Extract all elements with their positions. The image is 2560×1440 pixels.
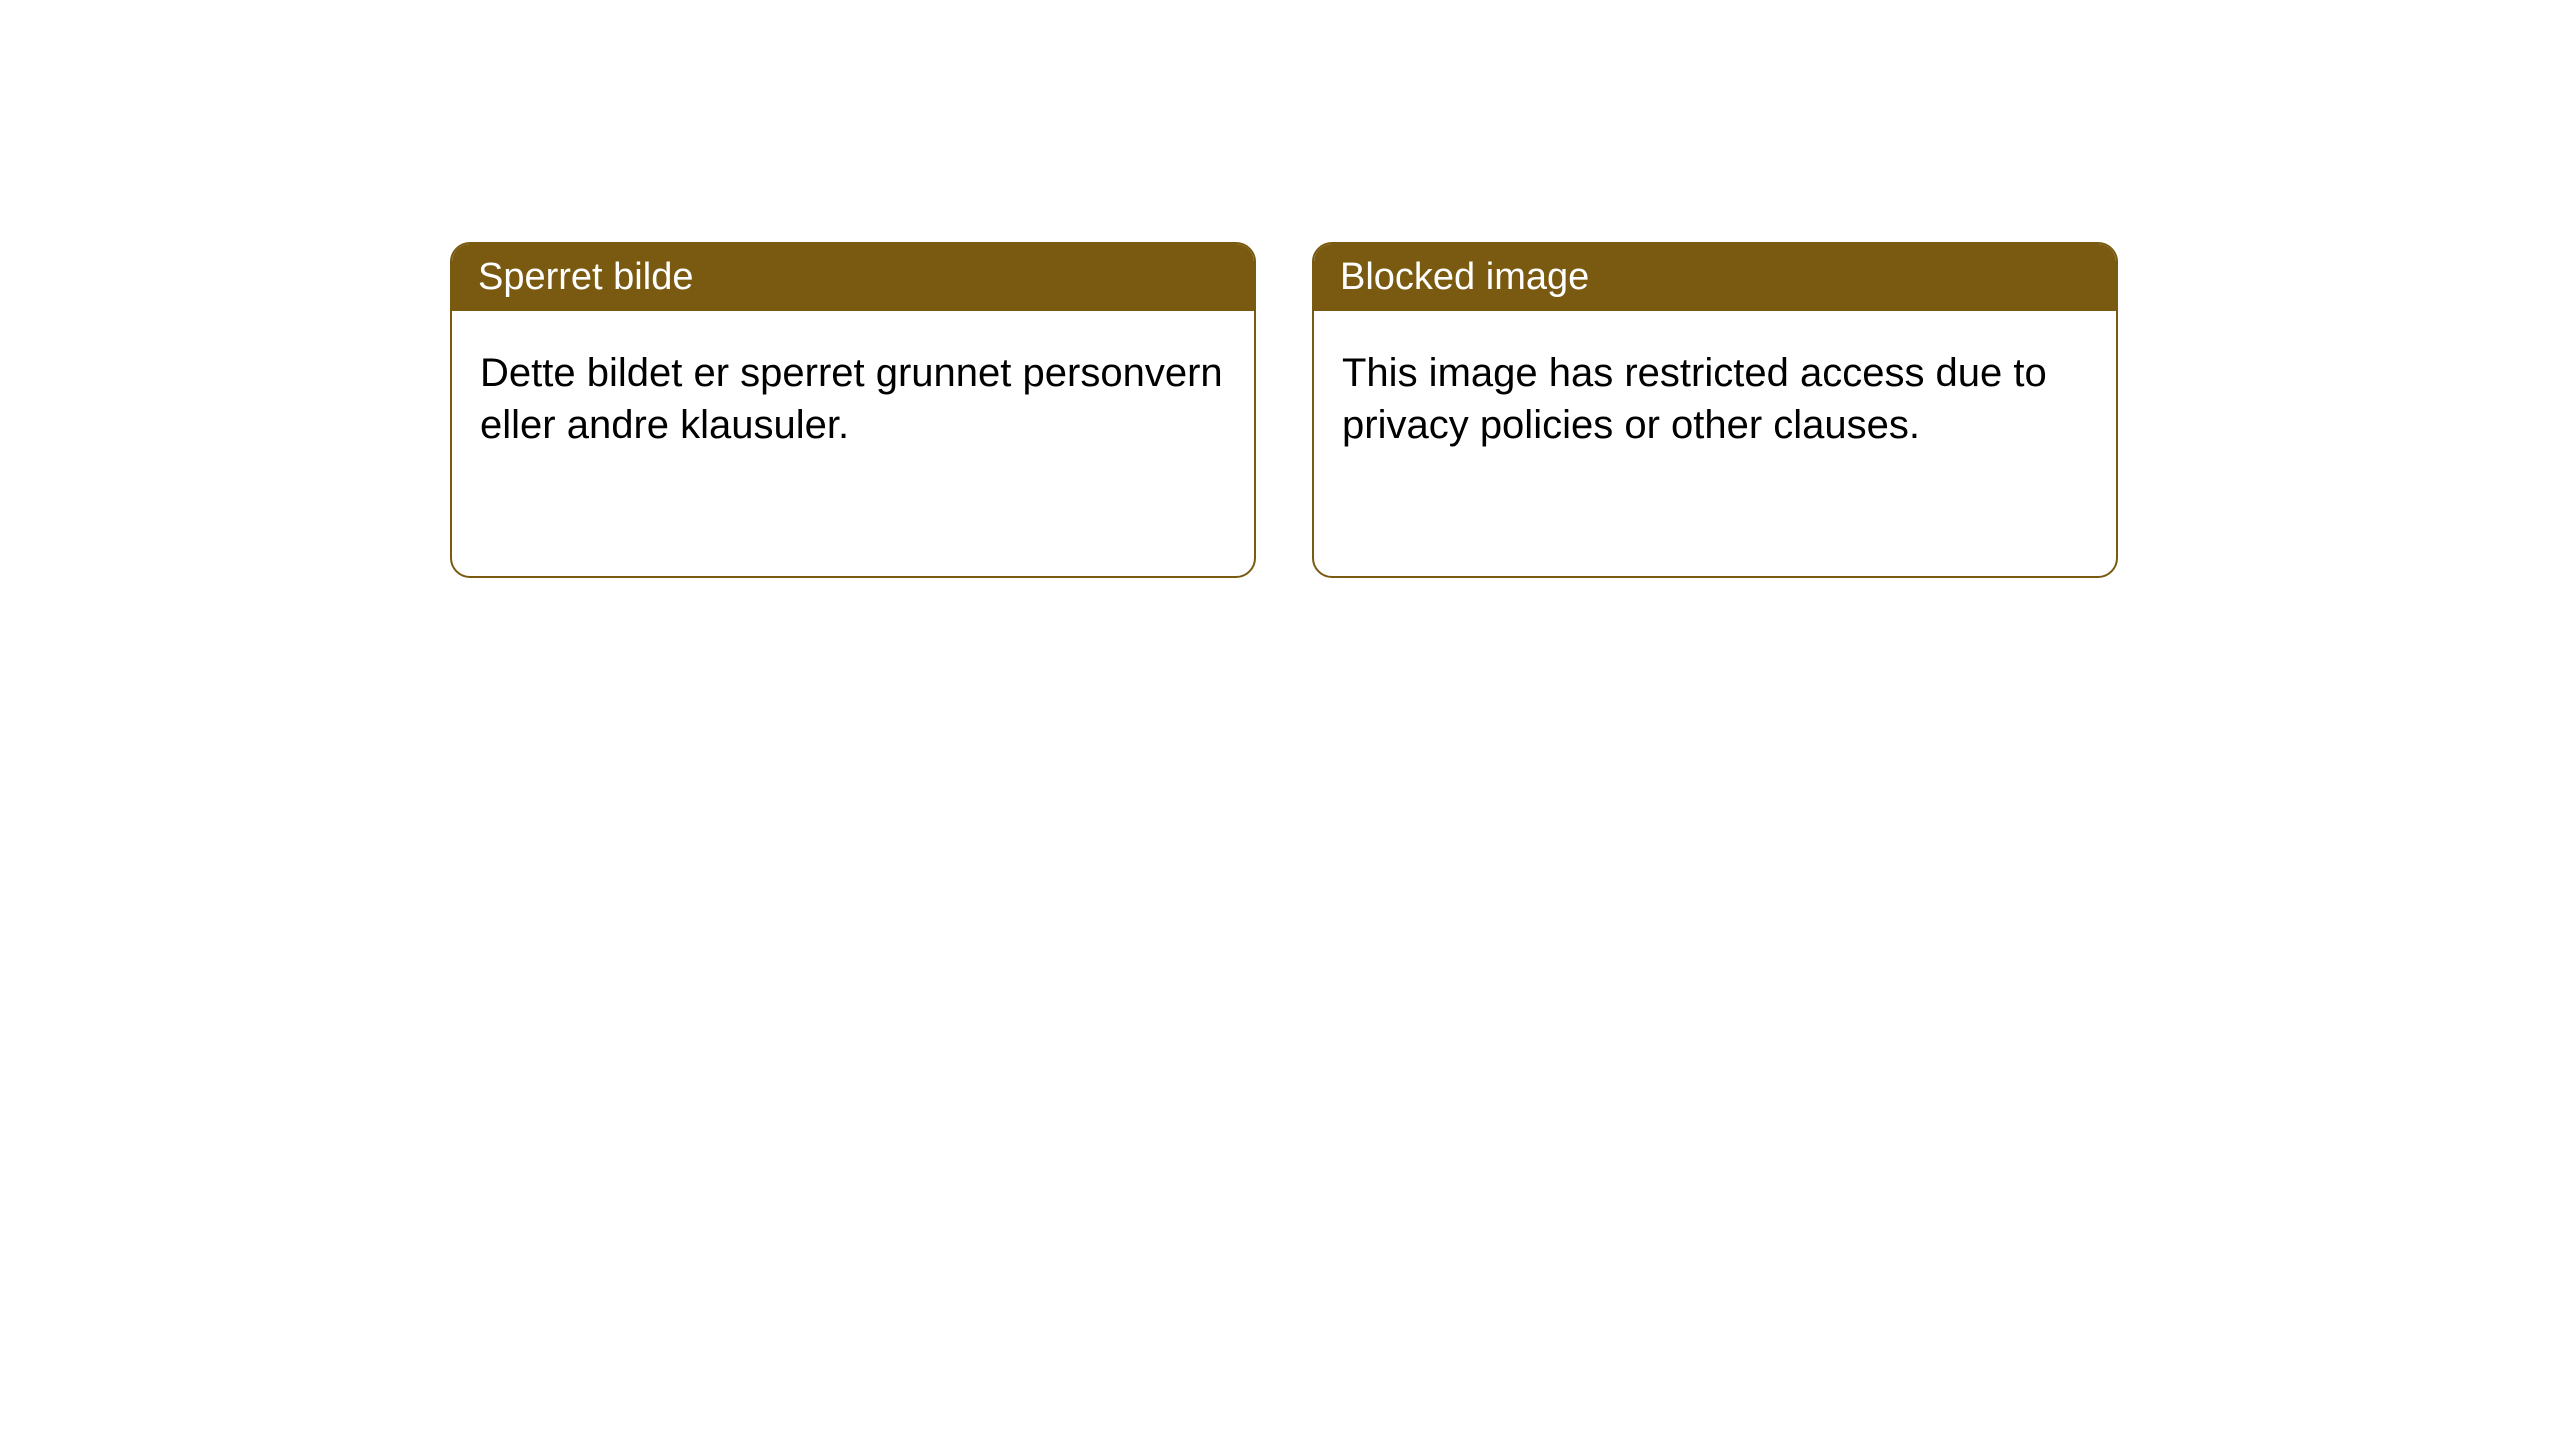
blocked-image-card-no: Sperret bilde Dette bildet er sperret gr… bbox=[450, 242, 1256, 578]
card-header: Blocked image bbox=[1314, 244, 2116, 311]
cards-container: Sperret bilde Dette bildet er sperret gr… bbox=[0, 0, 2560, 578]
card-body-text: Dette bildet er sperret grunnet personve… bbox=[480, 351, 1223, 447]
card-body: This image has restricted access due to … bbox=[1314, 311, 2116, 487]
card-body: Dette bildet er sperret grunnet personve… bbox=[452, 311, 1254, 487]
card-title: Blocked image bbox=[1340, 256, 1589, 298]
card-body-text: This image has restricted access due to … bbox=[1342, 351, 2047, 447]
blocked-image-card-en: Blocked image This image has restricted … bbox=[1312, 242, 2118, 578]
card-header: Sperret bilde bbox=[452, 244, 1254, 311]
card-title: Sperret bilde bbox=[478, 256, 693, 298]
